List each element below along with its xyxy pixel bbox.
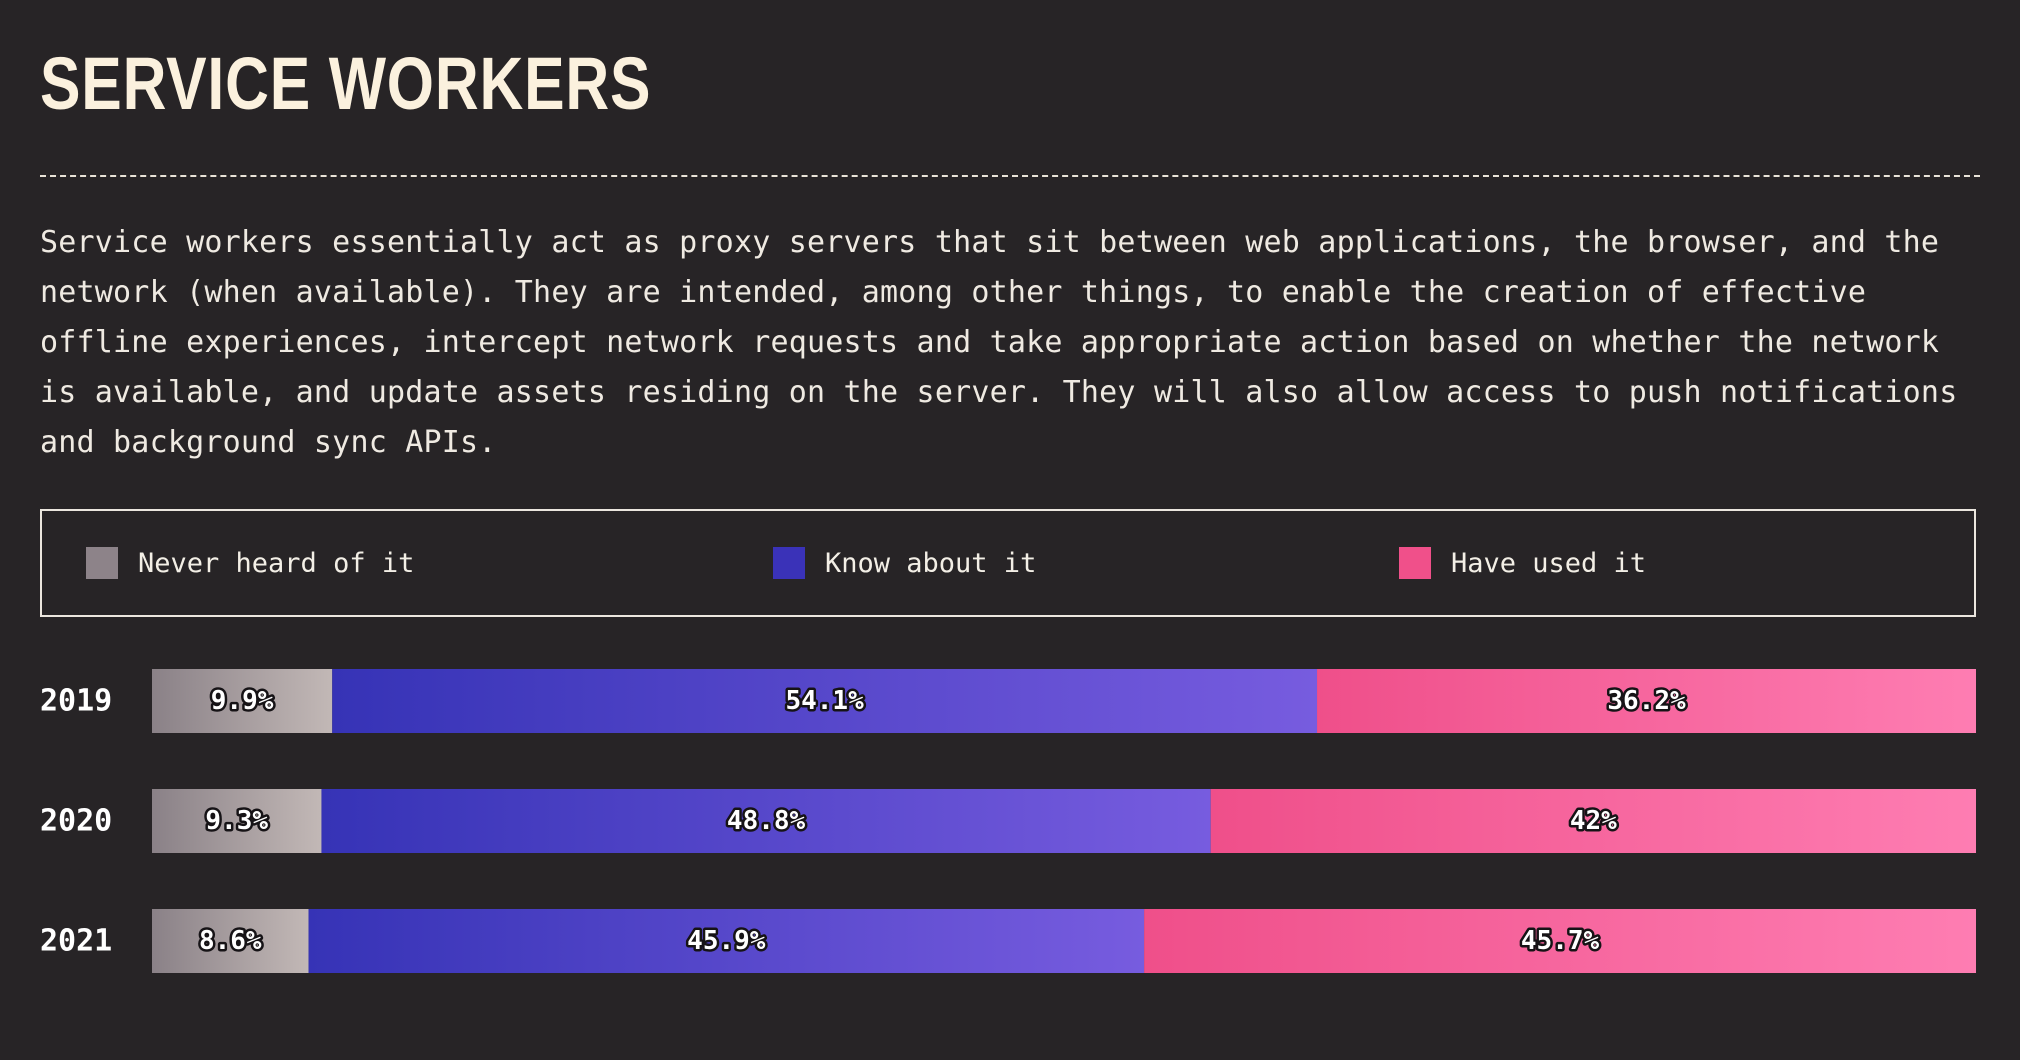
page-title: SERVICE WORKERS: [40, 42, 652, 125]
stacked-bar-chart: 2019 9.9% 54.1% 36.2% 2020 9.3% 48.8% 42% 2021 8.…: [40, 669, 1976, 973]
bar-segment-know-about-it-2019[interactable]: [332, 669, 1318, 733]
legend-item-have-used[interactable]: Have used it: [1399, 547, 1646, 579]
data-label-never-heard-of-it-2019: 9.9%: [211, 686, 274, 716]
legend-label-never-heard: Never heard of it: [138, 547, 415, 579]
dashed-divider: [40, 175, 1980, 177]
legend-label-know-about: Know about it: [825, 547, 1037, 579]
legend-swatch-never-heard: [86, 547, 118, 579]
chart-legend: Never heard of it Know about it Have use…: [40, 509, 1976, 617]
bar-segment-have-used-it-2020[interactable]: [1210, 789, 1976, 853]
description-text: Service workers essentially act as proxy…: [40, 225, 1958, 460]
data-label-never-heard-of-it-2021: 8.6%: [199, 926, 262, 956]
data-label-know-about-it-2019: 54.1%: [785, 686, 864, 716]
data-label-have-used-it-2019: 36.2%: [1607, 686, 1686, 716]
year-label-2019: 2019: [40, 684, 112, 719]
year-label-2020: 2020: [40, 804, 112, 839]
bar-segment-know-about-it-2020[interactable]: [321, 789, 1211, 853]
bar-segment-never-heard-of-it-2019[interactable]: [152, 669, 333, 733]
legend-label-have-used: Have used it: [1451, 547, 1647, 579]
data-label-have-used-it-2021: 45.7%: [1521, 926, 1600, 956]
data-label-know-about-it-2020: 48.8%: [727, 806, 806, 836]
legend-swatch-have-used: [1399, 547, 1431, 579]
data-label-know-about-it-2021: 45.9%: [687, 926, 766, 956]
data-label-never-heard-of-it-2020: 9.3%: [205, 806, 268, 836]
bar-segment-have-used-it-2021[interactable]: [1144, 909, 1976, 973]
bar-segment-know-about-it-2021[interactable]: [308, 909, 1145, 973]
year-label-2021: 2021: [40, 924, 112, 959]
legend-swatch-know-about: [773, 547, 805, 579]
legend-item-know-about[interactable]: Know about it: [773, 547, 1036, 579]
data-label-have-used-it-2020: 42%: [1570, 806, 1617, 836]
bar-segment-never-heard-of-it-2021[interactable]: [152, 909, 309, 973]
bar-segment-have-used-it-2019[interactable]: [1317, 669, 1976, 733]
legend-item-never-heard[interactable]: Never heard of it: [86, 547, 414, 579]
bar-segment-never-heard-of-it-2020[interactable]: [152, 789, 322, 853]
